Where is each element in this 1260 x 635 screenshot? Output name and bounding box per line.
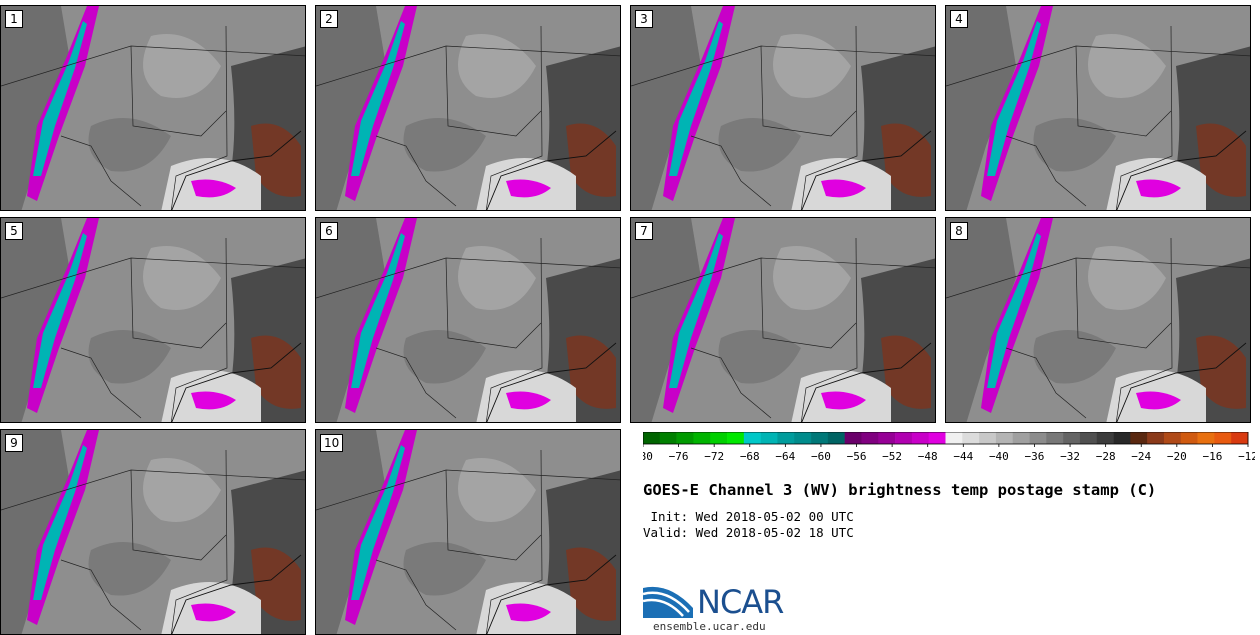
colorbar-tick-label: −52 bbox=[882, 450, 902, 463]
colorbar-tick-label: −60 bbox=[811, 450, 831, 463]
colorbar-swatch bbox=[1197, 432, 1215, 444]
colorbar-swatch bbox=[945, 432, 963, 444]
valid-time: Valid: Wed 2018-05-02 18 UTC bbox=[643, 525, 854, 540]
colorbar-swatch bbox=[811, 432, 829, 444]
colorbar-swatch bbox=[1180, 432, 1198, 444]
colorbar-swatch bbox=[861, 432, 879, 444]
colorbar-tick-label: −32 bbox=[1060, 450, 1080, 463]
colorbar-swatch bbox=[760, 432, 778, 444]
colorbar-swatch bbox=[878, 432, 896, 444]
wv-map bbox=[1, 430, 305, 634]
colorbar-swatch bbox=[979, 432, 997, 444]
colorbar-tick-label: −28 bbox=[1096, 450, 1116, 463]
colorbar-swatch bbox=[1113, 432, 1131, 444]
colorbar-tick-label: −12 bbox=[1238, 450, 1255, 463]
wv-map bbox=[316, 6, 620, 210]
colorbar-tick-label: −68 bbox=[740, 450, 760, 463]
colorbar-swatch bbox=[1163, 432, 1182, 444]
colorbar-swatch bbox=[844, 432, 862, 444]
wv-map bbox=[946, 218, 1250, 422]
colorbar-swatch bbox=[1231, 432, 1249, 444]
colorbar-tick-label: −16 bbox=[1202, 450, 1222, 463]
member-number: 7 bbox=[635, 222, 653, 240]
colorbar-swatch bbox=[1079, 432, 1098, 444]
colorbar-tick-label: −40 bbox=[989, 450, 1009, 463]
init-time: Init: Wed 2018-05-02 00 UTC bbox=[643, 509, 854, 524]
member-panel: 10 bbox=[315, 429, 621, 635]
colorbar-tick-label: −80 bbox=[643, 450, 653, 463]
colorbar-tick-label: −56 bbox=[847, 450, 867, 463]
colorbar-swatch bbox=[1147, 432, 1165, 444]
logo-url: ensemble.ucar.edu bbox=[653, 620, 766, 633]
member-panel: 2 bbox=[315, 5, 621, 211]
member-number: 9 bbox=[5, 434, 23, 452]
colorbar-tick-label: −48 bbox=[918, 450, 938, 463]
figure-title: GOES-E Channel 3 (WV) brightness temp po… bbox=[643, 481, 1157, 499]
colorbar-tick-label: −72 bbox=[704, 450, 724, 463]
colorbar-swatch bbox=[1063, 432, 1081, 444]
wv-map bbox=[1, 6, 305, 210]
colorbar-tick-label: −20 bbox=[1167, 450, 1187, 463]
colorbar-swatch bbox=[693, 432, 711, 444]
colorbar-swatch bbox=[1214, 432, 1232, 444]
colorbar-swatch bbox=[643, 432, 661, 444]
member-panel: 4 bbox=[945, 5, 1251, 211]
wv-map bbox=[316, 430, 620, 634]
wv-map bbox=[631, 218, 935, 422]
colorbar-swatch bbox=[911, 432, 929, 444]
colorbar-swatch bbox=[1096, 432, 1114, 444]
member-panel: 7 bbox=[630, 217, 936, 423]
colorbar-tick-label: −76 bbox=[669, 450, 689, 463]
colorbar-tick-label: −44 bbox=[953, 450, 973, 463]
member-number: 2 bbox=[320, 10, 338, 28]
colorbar-swatch bbox=[962, 432, 980, 444]
colorbar-tick-label: −36 bbox=[1025, 450, 1045, 463]
colorbar-swatch bbox=[827, 432, 845, 444]
colorbar-swatch bbox=[659, 432, 677, 444]
ncar-logo-text: NCAR bbox=[697, 583, 784, 621]
member-panel: 3 bbox=[630, 5, 936, 211]
member-number: 1 bbox=[5, 10, 23, 28]
colorbar-swatch bbox=[777, 432, 795, 444]
member-number: 10 bbox=[320, 434, 344, 452]
member-panel: 6 bbox=[315, 217, 621, 423]
colorbar-swatch bbox=[1130, 432, 1148, 444]
colorbar-swatch bbox=[1029, 432, 1047, 444]
member-panel: 1 bbox=[0, 5, 306, 211]
member-panel: 9 bbox=[0, 429, 306, 635]
colorbar-swatch bbox=[710, 432, 728, 444]
colorbar-swatch bbox=[1046, 432, 1064, 444]
member-number: 4 bbox=[950, 10, 968, 28]
member-panel: 8 bbox=[945, 217, 1251, 423]
colorbar-outline bbox=[643, 432, 1249, 445]
colorbar-swatch bbox=[727, 432, 745, 444]
colorbar-tick-label: −64 bbox=[775, 450, 795, 463]
colorbar-swatch bbox=[1012, 432, 1030, 444]
colorbar-swatch bbox=[928, 432, 946, 444]
member-number: 6 bbox=[320, 222, 338, 240]
member-panel: 5 bbox=[0, 217, 306, 423]
colorbar-swatch bbox=[794, 432, 812, 444]
member-number: 3 bbox=[635, 10, 653, 28]
colorbar-tick-label: −24 bbox=[1131, 450, 1151, 463]
member-number: 8 bbox=[950, 222, 968, 240]
member-number: 5 bbox=[5, 222, 23, 240]
wv-map bbox=[316, 218, 620, 422]
colorbar-swatch bbox=[895, 432, 913, 444]
colorbar-swatch bbox=[676, 432, 694, 444]
colorbar-swatch bbox=[743, 432, 761, 444]
ncar-logo-icon bbox=[643, 586, 693, 618]
wv-map bbox=[1, 218, 305, 422]
colorbar: −80 −76 −72 −68 −64 −60 −56 −52 −48 −44 −40 −36 −32 −… bbox=[643, 432, 1255, 463]
colorbar-swatch bbox=[995, 432, 1014, 444]
wv-map bbox=[631, 6, 935, 210]
wv-map bbox=[946, 6, 1250, 210]
